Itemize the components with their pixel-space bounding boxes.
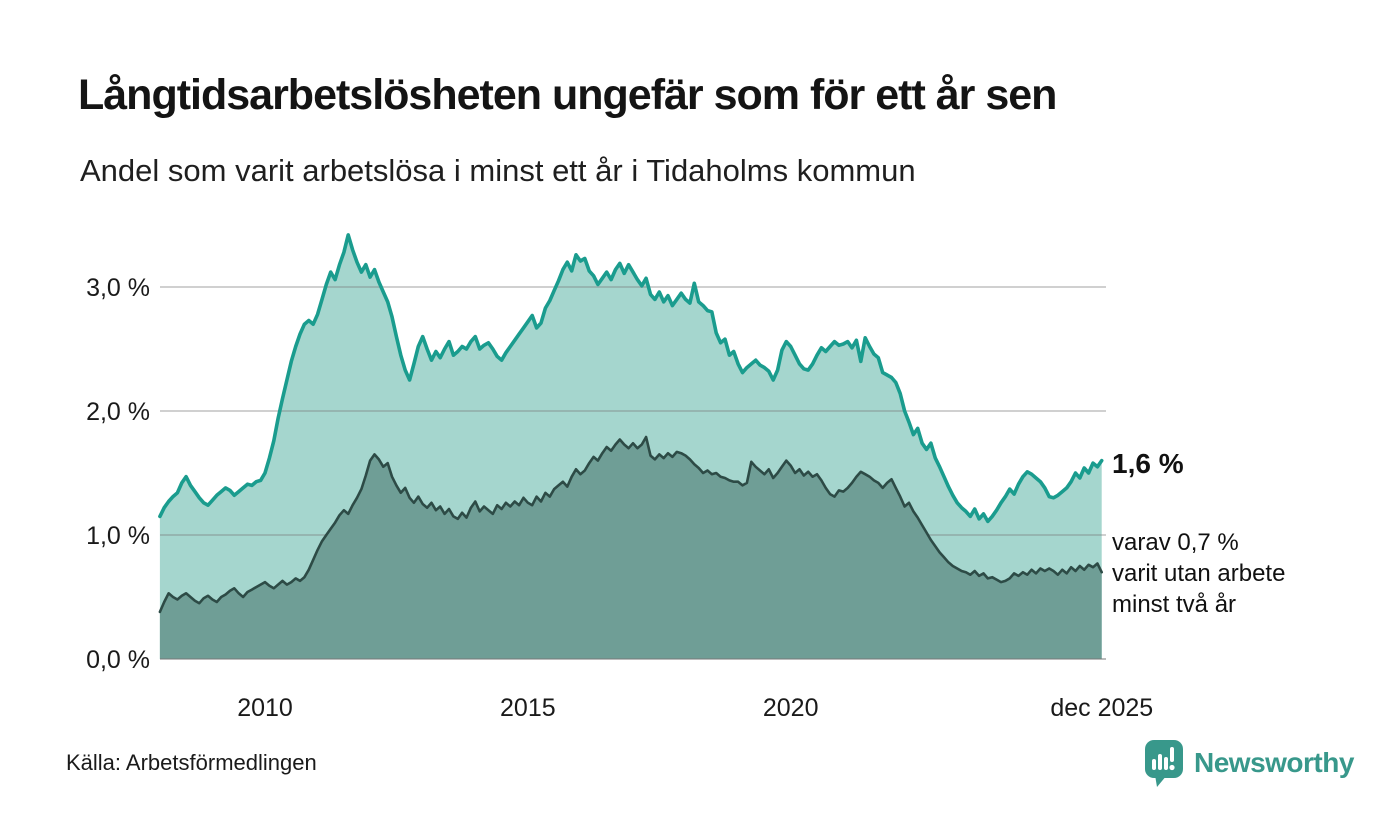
subset-annotation-line2: varit utan arbete (1112, 560, 1286, 587)
latest-total-label: 1,6 % (1112, 448, 1184, 479)
y-axis-tick-label: 1,0 % (86, 522, 150, 550)
y-axis-tick-label: 3,0 % (86, 274, 150, 302)
area-minst-tva-ar (159, 437, 1102, 659)
x-axis-tick-label: 2020 (763, 694, 819, 722)
line-minst-ett-ar (158, 233, 1104, 524)
newsworthy-logo: Newsworthy (1144, 738, 1354, 788)
x-axis-tick-label: 2010 (237, 694, 293, 722)
y-axis-tick-label: 0,0 % (86, 646, 150, 674)
y-axis-tick-label: 2,0 % (86, 398, 150, 426)
line-minst-tva-ar (158, 435, 1103, 614)
page-title: Långtidsarbetslösheten ungefär som för e… (78, 71, 1057, 119)
x-axis-tick-label: 2015 (500, 694, 556, 722)
source-credit: Källa: Arbetsförmedlingen (66, 750, 317, 775)
x-axis-tick-label: dec 2025 (1050, 694, 1153, 722)
page-subtitle: Andel som varit arbetslösa i minst ett å… (80, 153, 916, 188)
newsworthy-bubble-chart-icon (1145, 740, 1183, 787)
newsworthy-wordmark: Newsworthy (1194, 747, 1354, 778)
subset-annotation-line1: varav 0,7 % (1112, 529, 1239, 556)
subset-annotation-line3: minst två år (1112, 591, 1237, 618)
subset-annotation: varav 0,7 % varit utan arbete minst två … (1112, 527, 1285, 620)
